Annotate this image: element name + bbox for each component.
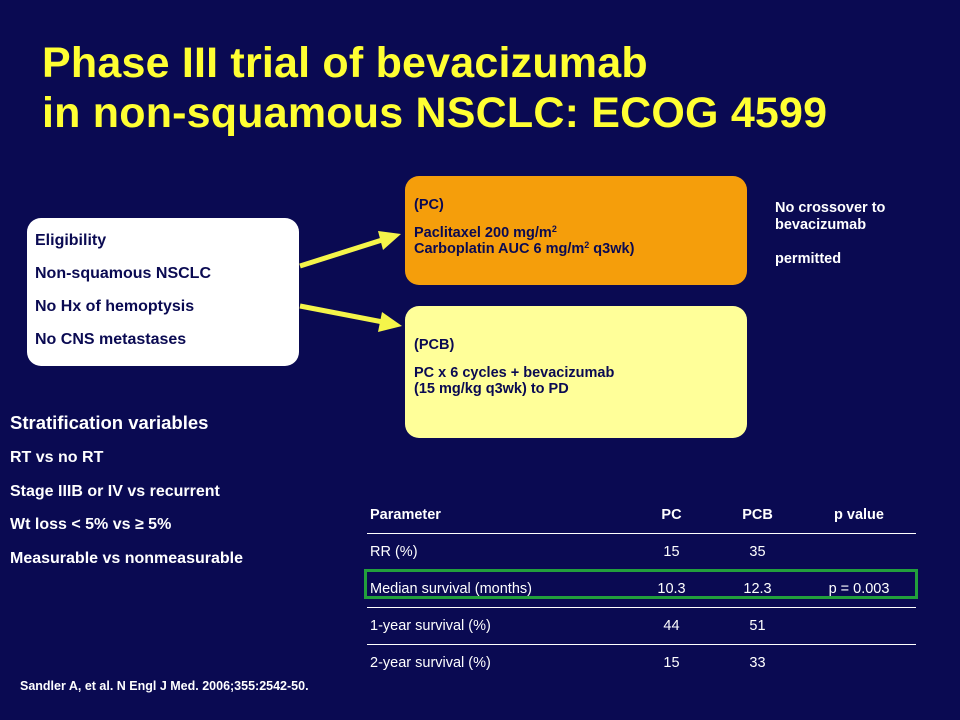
table-cell: 10.3 bbox=[630, 570, 713, 608]
table-header: PCB bbox=[713, 497, 802, 534]
table-cell bbox=[802, 607, 916, 645]
table-cell: 33 bbox=[749, 655, 766, 671]
table-header: Parameter bbox=[367, 497, 630, 534]
stratification-item: Stage IIIB or IV vs recurrent bbox=[10, 482, 220, 500]
table-cell: 12.3 bbox=[713, 570, 802, 608]
table-cell bbox=[802, 533, 916, 571]
arrow-to-pc bbox=[299, 237, 383, 269]
eligibility-box: Eligibility Non-squamous NSCLC No Hx of … bbox=[27, 218, 299, 366]
table-row: 2-year survival (%) 15 33 bbox=[367, 645, 916, 682]
title-line-2: in non-squamous NSCLC: ECOG 4599 bbox=[42, 89, 828, 137]
reference-citation: Sandler A, et al. N Engl J Med. 2006;355… bbox=[20, 679, 309, 693]
crossover-note-line-2: permitted bbox=[775, 251, 842, 267]
eligibility-heading: Eligibility bbox=[35, 232, 107, 249]
table-cell: 2-year survival (%) bbox=[370, 655, 491, 671]
results-table: Parameter PC PCB p value RR (%) 15 35 Me… bbox=[367, 497, 916, 681]
arm-pcb-box: (PCB) PC x 6 cycles + bevacizumab (15 mg… bbox=[405, 306, 747, 438]
table-cell: p = 0.003 bbox=[802, 570, 916, 608]
arm-pc-box: (PC) Paclitaxel 200 mg/m2 Carboplatin AU… bbox=[405, 176, 747, 285]
table-cell: 35 bbox=[713, 533, 802, 571]
table-cell: 1-year survival (%) bbox=[367, 607, 630, 645]
stratification-item: RT vs no RT bbox=[10, 449, 104, 466]
table-row: Median survival (months) 10.3 12.3 p = 0… bbox=[367, 570, 916, 608]
arrow-to-pcb-head bbox=[378, 312, 402, 332]
arm-pc-label: (PC) bbox=[414, 197, 444, 213]
table-cell: Median survival (months) bbox=[367, 570, 630, 608]
table-cell: 15 bbox=[663, 655, 680, 671]
stratification-item: Measurable vs nonmeasurable bbox=[10, 549, 243, 567]
table-cell bbox=[802, 645, 916, 682]
slide-title: Phase III trial of bevacizumab in non-sq… bbox=[42, 38, 942, 138]
arm-pc-line-1: Paclitaxel 200 mg/m2 bbox=[414, 224, 557, 242]
eligibility-item: No CNS metastases bbox=[35, 331, 187, 348]
arrow-to-pc-head bbox=[378, 231, 401, 250]
arm-pcb-line-1: PC x 6 cycles + bevacizumab bbox=[414, 365, 615, 381]
stratification-heading: Stratification variables bbox=[10, 412, 209, 433]
table-row: 1-year survival (%) 44 51 bbox=[367, 607, 916, 645]
title-line-1: Phase III trial of bevacizumab bbox=[42, 39, 648, 87]
arm-pc-line-2: Carboplatin AUC 6 mg/m2 q3wk) bbox=[414, 240, 635, 258]
eligibility-item: No Hx of hemoptysis bbox=[35, 298, 195, 315]
eligibility-item: Non-squamous NSCLC bbox=[35, 265, 211, 282]
stratification-item: Wt loss < 5% vs ≥ 5% bbox=[10, 516, 172, 533]
stratification-section: Stratification variables RT vs no RT Sta… bbox=[10, 410, 340, 582]
crossover-note: No crossover to bevacizumab permitted bbox=[775, 200, 955, 268]
table-cell: 15 bbox=[630, 533, 713, 571]
table-cell: 51 bbox=[713, 607, 802, 645]
table-row: RR (%) 15 35 bbox=[367, 533, 916, 571]
table-cell: RR (%) bbox=[367, 533, 630, 571]
table-header: p value bbox=[802, 497, 916, 534]
table-header-row: Parameter PC PCB p value bbox=[367, 497, 916, 534]
table-header: PC bbox=[630, 497, 713, 534]
table-cell: 44 bbox=[630, 607, 713, 645]
arm-pcb-line-2: (15 mg/kg q3wk) to PD bbox=[414, 381, 569, 397]
arm-pcb-label: (PCB) bbox=[414, 337, 455, 353]
crossover-note-line-1: No crossover to bevacizumab bbox=[775, 200, 886, 233]
arrow-to-pcb bbox=[299, 303, 384, 325]
